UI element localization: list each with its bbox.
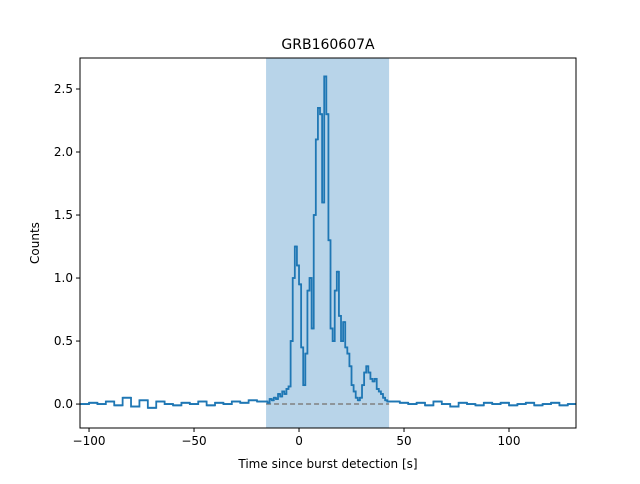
step-connector	[80, 75, 576, 409]
y-tick-label: 1.5	[54, 208, 73, 222]
y-tick-label: 1.0	[54, 271, 73, 285]
x-tick-label: 50	[396, 434, 411, 448]
y-tick-label: 0.0	[54, 397, 73, 411]
y-tick-label: 2.5	[54, 82, 73, 96]
plot-frame	[79, 57, 577, 429]
x-tick-label: −100	[73, 434, 106, 448]
y-axis-label: Counts	[28, 222, 42, 264]
x-axis-label: Time since burst detection [s]	[237, 457, 417, 471]
y-tick-label: 2.0	[54, 145, 73, 159]
chart-title: GRB160607A	[281, 37, 375, 53]
x-tick-label: 100	[498, 434, 521, 448]
x-tick-label: 0	[295, 434, 303, 448]
x-tick-label: −50	[181, 434, 206, 448]
y-tick-label: 0.5	[54, 334, 73, 348]
